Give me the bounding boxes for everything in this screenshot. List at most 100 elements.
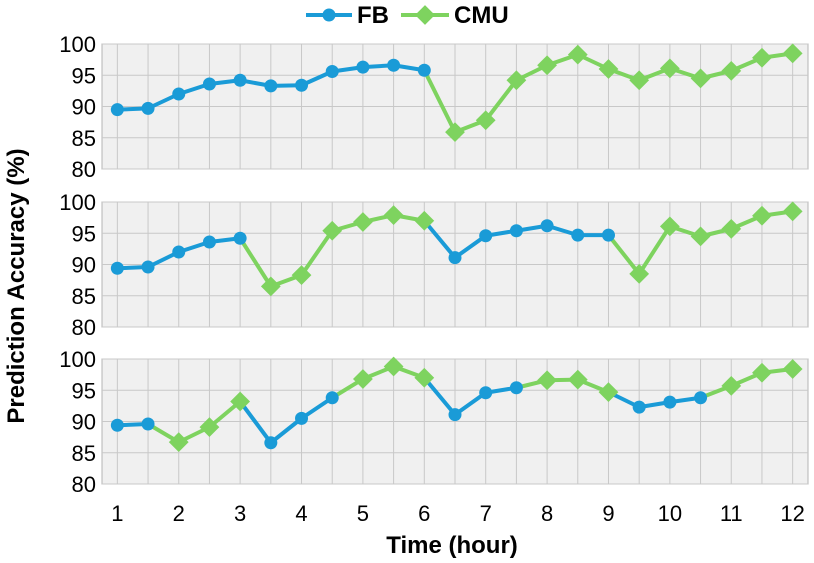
data-point-fb (172, 245, 186, 259)
data-point-cmu (537, 370, 557, 391)
data-point-cmu (782, 359, 803, 379)
data-point-fb (632, 400, 646, 414)
data-point-fb (202, 77, 216, 91)
x-tick-label: 9 (602, 501, 614, 526)
series-segment (637, 224, 672, 276)
x-tick-label: 1 (111, 501, 123, 526)
data-point-fb (387, 58, 401, 72)
data-point-fb (233, 73, 247, 87)
y-tick-label: 95 (72, 221, 96, 246)
data-point-fb (295, 411, 309, 425)
data-point-cmu (260, 276, 281, 297)
data-point-cmu (721, 375, 742, 396)
data-point-fb (110, 261, 124, 275)
y-axis-title: Prediction Accuracy (%) (3, 148, 30, 423)
y-tick-label: 80 (72, 472, 96, 497)
data-point-fb (202, 235, 216, 249)
x-tick-label: 4 (295, 501, 307, 526)
data-point-fb (110, 103, 124, 117)
x-tick-label: 8 (541, 501, 553, 526)
y-tick-label: 100 (59, 190, 96, 215)
series-segment (268, 416, 304, 445)
data-point-fb (479, 386, 493, 400)
data-point-fb (233, 231, 247, 245)
data-point-cmu (598, 382, 619, 403)
data-point-cmu (567, 369, 588, 390)
data-point-fb (479, 229, 493, 243)
y-tick-label: 90 (72, 410, 96, 435)
x-tick-labels: 1 2 3 4 5 6 7 8 9 10 11 12 (111, 501, 805, 526)
data-point-fb (141, 101, 155, 115)
data-point-cmu (445, 122, 465, 143)
x-tick-label: 3 (234, 501, 246, 526)
y-tick-label: 85 (72, 441, 96, 466)
legend-cmu-marker (415, 5, 435, 25)
data-point-fb (141, 417, 155, 431)
data-point-cmu (353, 369, 373, 389)
x-tick-label: 11 (720, 501, 743, 526)
panel-2: 80 85 90 95 100 (59, 190, 809, 340)
series-segment (238, 399, 273, 445)
series-segment (483, 78, 519, 123)
series-segment (422, 375, 457, 417)
series-segment (422, 218, 457, 260)
data-point-cmu (168, 432, 189, 453)
x-tick-label: 2 (173, 501, 185, 526)
y-tick-label: 95 (72, 378, 96, 403)
data-point-cmu (322, 220, 343, 241)
data-point-fb (264, 79, 278, 93)
y-tick-label: 80 (72, 315, 96, 340)
data-point-cmu (383, 356, 404, 377)
data-point-fb (141, 260, 155, 274)
x-tick-label: 10 (658, 501, 682, 526)
series-segment (422, 68, 457, 135)
data-point-fb (325, 391, 339, 405)
y-tick-label: 100 (59, 347, 96, 372)
data-point-fb (540, 219, 554, 233)
legend: FB CMU (306, 2, 509, 29)
data-point-fb (356, 60, 370, 74)
x-axis-title: Time (hour) (386, 532, 518, 559)
data-point-fb (448, 408, 462, 422)
data-point-fb (172, 87, 186, 101)
data-point-cmu (414, 367, 435, 388)
data-point-fb (110, 418, 124, 432)
x-tick-label: 6 (418, 501, 430, 526)
y-tick-label: 85 (72, 126, 96, 151)
series-segment (238, 236, 273, 289)
data-point-cmu (383, 205, 404, 226)
data-point-fb (509, 381, 523, 395)
panel-3: 80 85 90 95 100 (59, 347, 809, 497)
series-segment (606, 233, 642, 276)
data-point-cmu (199, 417, 220, 438)
data-point-fb (694, 391, 708, 405)
data-point-fb (448, 251, 462, 265)
data-point-cmu (475, 110, 496, 131)
data-point-fb (663, 395, 677, 409)
y-tick-label: 90 (72, 253, 96, 278)
data-point-fb (325, 65, 339, 78)
x-tick-label: 5 (357, 501, 369, 526)
data-point-cmu (752, 362, 772, 383)
panels: 80 85 90 95 100 80 85 90 95 100 80 85 90 95 100 (59, 32, 809, 497)
y-tick-label: 80 (72, 157, 96, 182)
data-point-cmu (291, 265, 312, 286)
data-point-cmu (230, 391, 251, 412)
legend-cmu-label: CMU (454, 2, 509, 29)
data-point-cmu (629, 263, 650, 284)
data-point-fb (571, 228, 585, 242)
panel-1: 80 85 90 95 100 (59, 32, 809, 182)
legend-fb-label: FB (357, 2, 389, 29)
y-tick-label: 90 (72, 95, 96, 120)
data-point-cmu (414, 210, 435, 231)
data-point-fb (601, 228, 615, 242)
data-point-fb (509, 224, 523, 238)
series-segment (299, 228, 335, 278)
y-tick-label: 95 (72, 63, 96, 88)
y-tick-label: 85 (72, 284, 96, 309)
x-tick-label: 12 (780, 501, 804, 526)
data-point-fb (264, 436, 278, 450)
data-point-fb (417, 63, 431, 77)
x-tick-label: 7 (480, 501, 492, 526)
